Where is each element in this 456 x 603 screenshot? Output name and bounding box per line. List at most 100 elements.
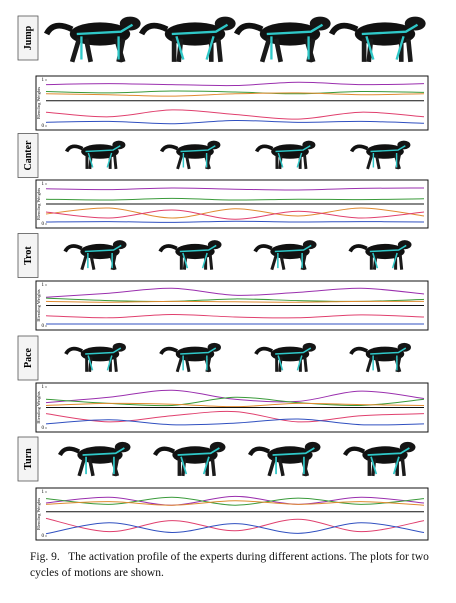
wolf-leg bbox=[303, 356, 308, 372]
wolf-image bbox=[253, 240, 317, 271]
weight-curve bbox=[45, 495, 425, 506]
wolf-image bbox=[254, 140, 316, 170]
wolf-tail bbox=[43, 22, 74, 36]
wolf-tail bbox=[254, 346, 274, 355]
wolf-leg bbox=[184, 154, 191, 170]
wolf-leg bbox=[366, 153, 374, 170]
weight-curve bbox=[45, 522, 425, 535]
y-axis-label: Blending Weights bbox=[36, 289, 41, 321]
wolf-image bbox=[64, 342, 126, 372]
wolf-leg bbox=[184, 356, 191, 373]
wolf-head bbox=[304, 441, 321, 453]
wolf-image bbox=[233, 16, 331, 63]
wolf-leg bbox=[259, 37, 272, 63]
wolf-head bbox=[207, 342, 221, 352]
y-tick-label: 1 bbox=[42, 283, 45, 288]
wolf-image bbox=[349, 342, 411, 373]
wolf-image bbox=[159, 140, 221, 170]
wolf-image bbox=[43, 16, 141, 63]
wolf-head bbox=[397, 140, 411, 150]
wolf-bones bbox=[370, 145, 406, 168]
wolf-tail bbox=[138, 22, 169, 36]
weight-curve bbox=[45, 389, 425, 404]
wolf-image bbox=[152, 441, 226, 477]
y-tick-label: 0 bbox=[42, 426, 45, 431]
wolf-head bbox=[302, 240, 317, 250]
weight-curve bbox=[45, 418, 425, 426]
wolf-bones bbox=[171, 23, 229, 60]
wolf-head bbox=[302, 140, 316, 150]
caption-label: Fig. 9. bbox=[30, 551, 60, 563]
y-tick-label: 1 bbox=[42, 385, 45, 390]
wolf-tail bbox=[152, 446, 176, 457]
panel-label: Pace bbox=[23, 347, 34, 368]
wolf-tail bbox=[233, 22, 264, 36]
wolf-head bbox=[399, 441, 416, 453]
wolf-bones bbox=[177, 447, 220, 475]
wolf-tail bbox=[253, 244, 273, 253]
wolf-leg bbox=[113, 154, 118, 170]
wolf-leg bbox=[77, 457, 86, 477]
wolf-leg bbox=[208, 254, 214, 270]
weight-curve bbox=[45, 500, 425, 506]
weight-curve bbox=[45, 410, 425, 423]
wolf-head bbox=[397, 240, 412, 250]
wolf-bones bbox=[367, 447, 410, 475]
weight-curve bbox=[45, 197, 425, 201]
y-tick-label: 1 bbox=[42, 78, 45, 83]
wolf-head bbox=[214, 16, 236, 31]
wolf-leg bbox=[270, 254, 278, 271]
wolf-bones bbox=[266, 23, 324, 60]
wolf-leg bbox=[87, 458, 95, 477]
wolf-tail bbox=[159, 144, 179, 153]
weight-curve bbox=[45, 92, 425, 97]
wolf-bones bbox=[85, 347, 122, 371]
wolf-image bbox=[349, 140, 411, 170]
wolf-image bbox=[159, 342, 221, 373]
wolf-image bbox=[57, 441, 131, 477]
label-box bbox=[17, 335, 39, 381]
y-axis-label: Blending Weights bbox=[36, 87, 41, 119]
wolf-tail bbox=[63, 244, 83, 253]
wolf-bones bbox=[82, 447, 125, 475]
wolf-head bbox=[207, 240, 222, 250]
wolf-leg bbox=[405, 38, 413, 63]
weight-curve bbox=[45, 119, 425, 125]
weight-curve bbox=[45, 517, 425, 533]
wolf-bones bbox=[361, 23, 419, 60]
wolf-image bbox=[63, 240, 127, 271]
wolf-head bbox=[309, 16, 331, 31]
y-tick-label: 0 bbox=[42, 324, 45, 329]
weight-curve bbox=[45, 81, 425, 87]
wolf-image bbox=[342, 441, 416, 477]
label-box bbox=[17, 133, 39, 178]
wolf-leg bbox=[267, 457, 276, 477]
weight-curve bbox=[45, 209, 425, 220]
wolf-bones bbox=[370, 347, 407, 371]
wolf-tail bbox=[64, 144, 84, 153]
wolf-head bbox=[404, 16, 426, 31]
weight-curve bbox=[45, 90, 425, 95]
wolf-leg bbox=[215, 38, 223, 63]
wolf-tail bbox=[158, 244, 178, 253]
wolf-bones bbox=[272, 447, 315, 475]
weight-curve bbox=[45, 187, 425, 191]
wolf-bones bbox=[274, 244, 312, 269]
wolf-leg bbox=[374, 154, 381, 170]
y-axis-label: Blending Weights bbox=[36, 498, 41, 530]
wolf-head bbox=[112, 240, 127, 250]
wolf-bones bbox=[76, 23, 134, 60]
y-tick-label: 0 bbox=[42, 534, 45, 539]
wolf-bones bbox=[85, 145, 121, 168]
wolf-bones bbox=[84, 244, 122, 269]
y-tick-label: 0 bbox=[42, 124, 45, 129]
wolf-leg bbox=[303, 154, 308, 170]
wolf-image bbox=[328, 16, 426, 63]
wolf-tail bbox=[254, 144, 274, 153]
y-axis-label: Blending Weights bbox=[36, 391, 41, 423]
y-axis-label: Blending Weights bbox=[36, 188, 41, 220]
wolf-tail bbox=[349, 144, 369, 153]
panel-label: Turn bbox=[23, 448, 34, 470]
wolf-head bbox=[302, 342, 316, 352]
weight-curve bbox=[45, 207, 425, 219]
